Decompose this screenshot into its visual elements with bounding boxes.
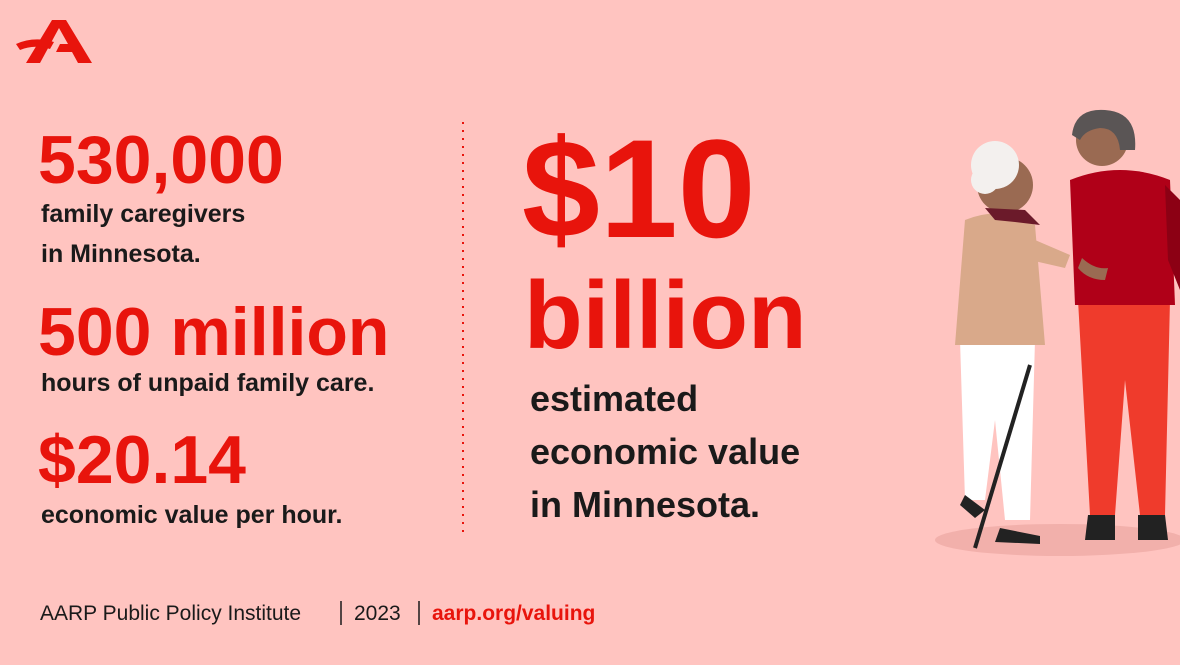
stat-value: 500 million xyxy=(38,294,389,370)
stat-label: hours of unpaid family care. xyxy=(41,369,374,397)
footer-source: AARP Public Policy Institute xyxy=(40,602,301,625)
stat-value: 530,000 xyxy=(38,122,284,198)
headline-label: estimated xyxy=(530,378,698,419)
illustration xyxy=(935,109,1180,556)
stat-label: family caregivers xyxy=(41,200,245,228)
stat-label: in Minnesota. xyxy=(41,240,201,268)
headline-label: economic value xyxy=(530,431,800,472)
headline-value: billion xyxy=(524,262,807,369)
headline-value: $10 xyxy=(522,110,756,267)
logo xyxy=(16,20,92,63)
footer-year: 2023 xyxy=(354,602,401,625)
footer-link[interactable]: aarp.org/valuing xyxy=(432,602,595,625)
stat-label: economic value per hour. xyxy=(41,501,342,529)
headline-label: in Minnesota. xyxy=(530,484,760,525)
stat-value: $20.14 xyxy=(38,422,246,498)
